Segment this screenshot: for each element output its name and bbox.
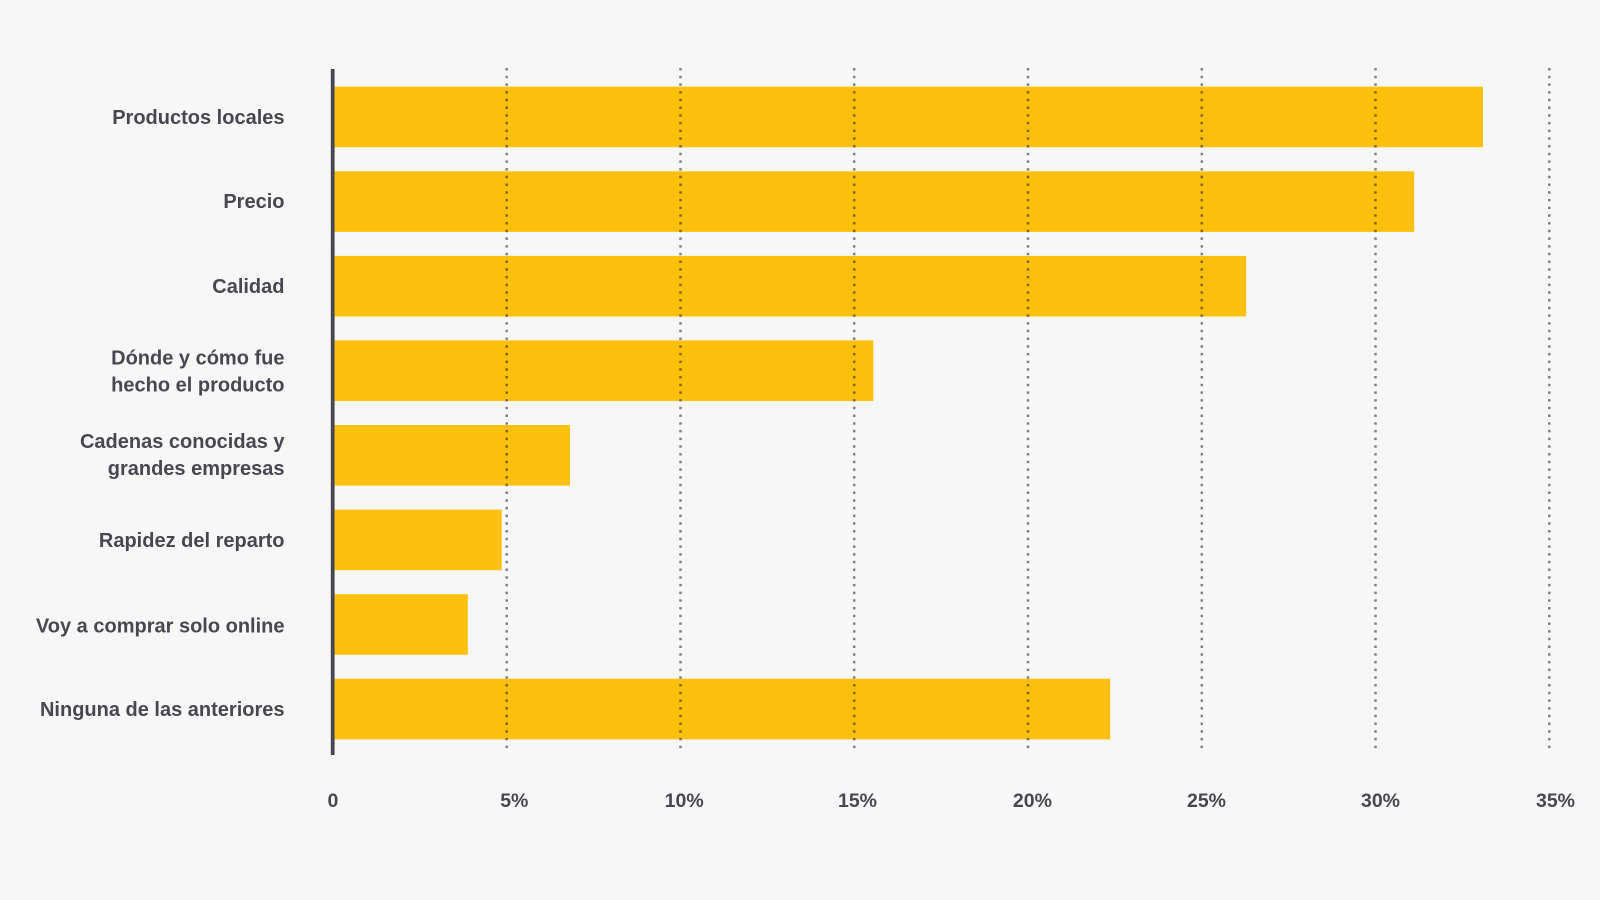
svg-text:Ninguna de las anteriores: Ninguna de las anteriores [40,699,285,721]
svg-text:0: 0 [327,790,338,812]
svg-text:20%: 20% [1013,790,1052,812]
svg-text:30%: 30% [1361,790,1400,812]
svg-text:35%: 35% [1536,790,1575,812]
svg-text:Calidad: Calidad [212,276,284,298]
svg-text:Rapidez del reparto: Rapidez del reparto [99,530,285,552]
svg-text:10%: 10% [665,790,704,812]
svg-text:25%: 25% [1187,790,1226,812]
svg-text:Cadenas conocidas y: Cadenas conocidas y [80,431,285,453]
svg-text:Dónde y cómo fue: Dónde y cómo fue [111,348,284,370]
svg-text:Voy a comprar solo online: Voy a comprar solo online [36,616,285,638]
svg-text:Productos locales: Productos locales [112,107,284,129]
svg-text:grandes empresas: grandes empresas [108,458,285,480]
svg-text:5%: 5% [500,790,528,812]
svg-text:hecho el producto: hecho el producto [111,374,284,396]
svg-text:15%: 15% [838,790,877,812]
svg-text:Precio: Precio [223,191,284,213]
